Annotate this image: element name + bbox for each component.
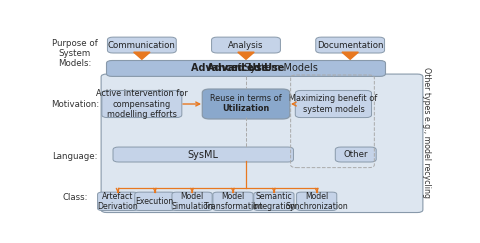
FancyBboxPatch shape: [113, 147, 293, 162]
Text: Advanced Use: Advanced Use: [191, 63, 268, 73]
FancyBboxPatch shape: [335, 147, 376, 162]
FancyBboxPatch shape: [295, 90, 372, 118]
FancyBboxPatch shape: [97, 192, 138, 210]
FancyBboxPatch shape: [107, 61, 385, 76]
Text: Advanced Use of System Models: Advanced Use of System Models: [167, 63, 325, 73]
Text: Utilization: Utilization: [222, 104, 270, 113]
Text: Other types e.g., model recycling: Other types e.g., model recycling: [422, 67, 431, 198]
Polygon shape: [238, 52, 254, 59]
Text: Model
Simulation: Model Simulation: [171, 191, 213, 211]
Text: Documentation: Documentation: [317, 41, 384, 50]
Text: Advanced Use: Advanced Use: [207, 63, 285, 73]
Text: Execution: Execution: [136, 197, 174, 206]
Text: Communication: Communication: [108, 41, 176, 50]
FancyBboxPatch shape: [135, 192, 175, 210]
FancyBboxPatch shape: [101, 74, 423, 213]
Text: Purpose of
System
Models:: Purpose of System Models:: [52, 39, 98, 68]
Text: Semantic
Integration: Semantic Integration: [252, 191, 296, 211]
FancyBboxPatch shape: [254, 192, 294, 210]
Text: of System Models: of System Models: [191, 63, 318, 73]
Text: Other: Other: [344, 150, 368, 159]
Text: Active intervention for
compensating
modelling efforts: Active intervention for compensating mod…: [96, 89, 188, 119]
Text: Maximizing benefit of
system models: Maximizing benefit of system models: [289, 94, 378, 114]
FancyBboxPatch shape: [213, 192, 253, 210]
Text: Reuse in terms of: Reuse in terms of: [210, 94, 282, 103]
Polygon shape: [133, 52, 150, 59]
Text: Model
Synchronization: Model Synchronization: [285, 191, 348, 211]
Text: SysML: SysML: [188, 149, 219, 159]
FancyBboxPatch shape: [212, 37, 280, 53]
FancyBboxPatch shape: [172, 192, 212, 210]
Text: Language:: Language:: [52, 152, 97, 161]
FancyBboxPatch shape: [108, 37, 176, 53]
FancyBboxPatch shape: [297, 192, 337, 210]
Text: Model
Transformation: Model Transformation: [204, 191, 263, 211]
Text: Motivation:: Motivation:: [51, 99, 99, 109]
FancyBboxPatch shape: [316, 37, 384, 53]
FancyBboxPatch shape: [102, 90, 182, 118]
Text: Artefact
Derivation: Artefact Derivation: [97, 191, 138, 211]
FancyBboxPatch shape: [202, 89, 290, 119]
Text: Analysis: Analysis: [228, 41, 264, 50]
Polygon shape: [342, 52, 359, 59]
Text: Class:: Class:: [62, 193, 88, 202]
